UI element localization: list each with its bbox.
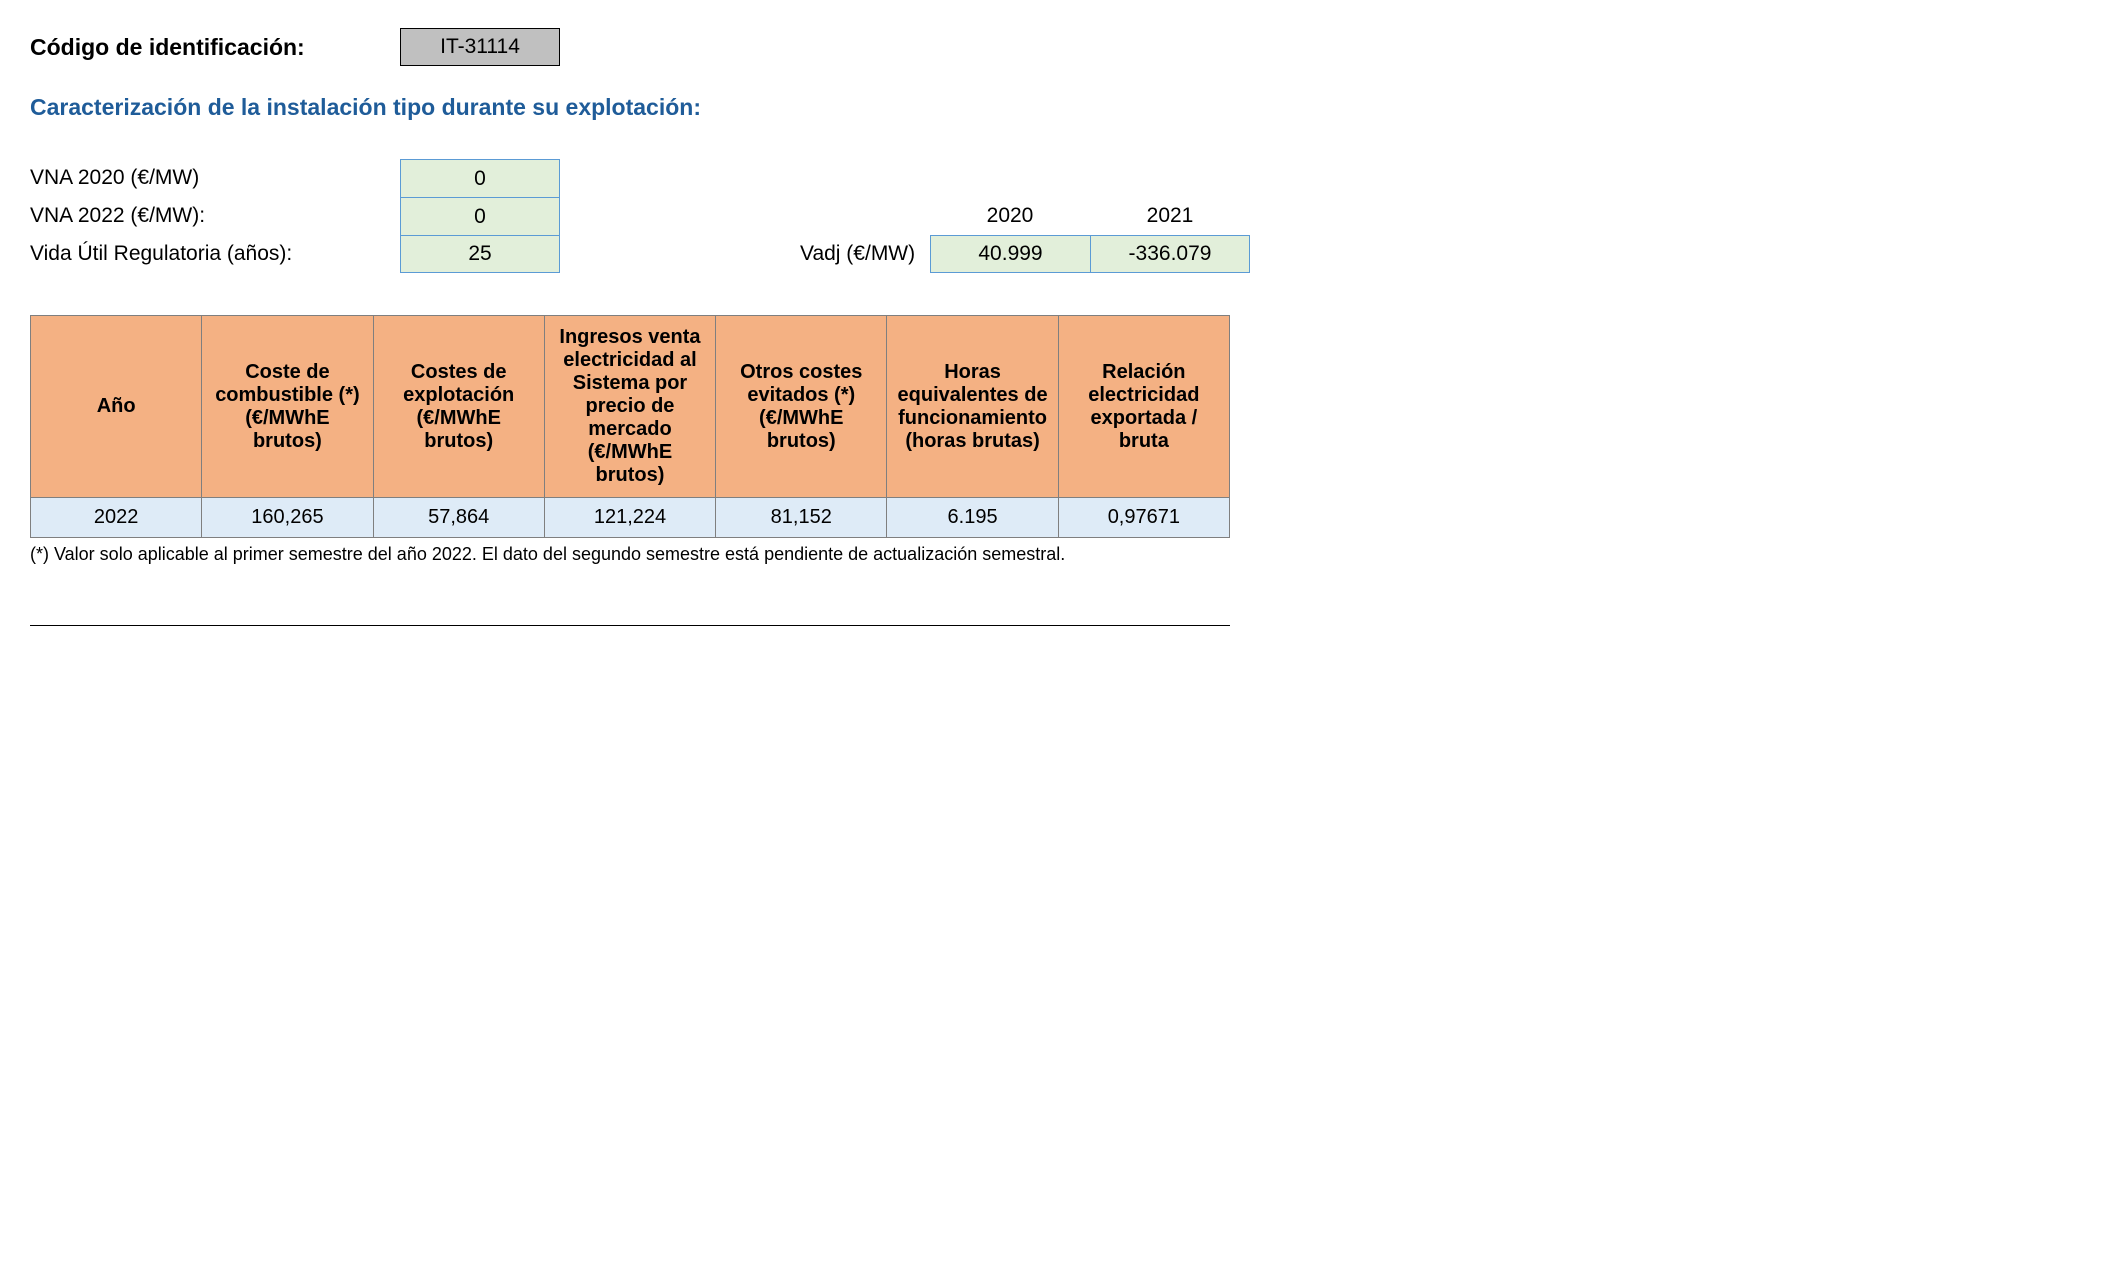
vna2022-label: VNA 2022 (€/MW): [30,204,400,228]
th-coste-combustible: Coste de combustible (*) (€/MWhE brutos) [202,316,373,498]
codigo-label: Código de identificación: [30,34,400,61]
cell-ingresos-venta: 121,224 [544,498,715,538]
vadj-val-2021: -336.079 [1090,235,1250,273]
th-otros-costes: Otros costes evitados (*) (€/MWhE brutos… [716,316,887,498]
codigo-value-box: IT-31114 [400,28,560,66]
codigo-row: Código de identificación: IT-31114 [30,28,2096,66]
vna2022-row: VNA 2022 (€/MW): 0 2020 2021 [30,197,2096,235]
section-divider [30,625,1230,626]
cell-coste-combustible: 160,265 [202,498,373,538]
cell-ano: 2022 [31,498,202,538]
th-horas-equivalentes: Horas equivalentes de funcionamiento (ho… [887,316,1058,498]
cell-otros-costes: 81,152 [716,498,887,538]
vadj-year-2020: 2020 [930,198,1090,234]
vna2022-value-box: 0 [400,197,560,235]
cell-horas-equivalentes: 6.195 [887,498,1058,538]
caracterizacion-heading: Caracterización de la instalación tipo d… [30,94,2096,121]
vna2022-value: 0 [474,205,486,229]
vida-util-value: 25 [468,242,491,266]
vadj-val-2021-text: -336.079 [1129,242,1212,266]
vadj-val-2020-text: 40.999 [978,242,1042,266]
vida-util-value-box: 25 [400,235,560,273]
vna2020-row: VNA 2020 (€/MW) 0 [30,159,2096,197]
footnote: (*) Valor solo aplicable al primer semes… [30,544,2096,565]
params-block: VNA 2020 (€/MW) 0 VNA 2022 (€/MW): 0 202… [30,159,2096,273]
vna2020-value-box: 0 [400,159,560,197]
vida-util-row: Vida Útil Regulatoria (años): 25 Vadj (€… [30,235,2096,273]
th-ingresos-venta: Ingresos venta electricidad al Sistema p… [544,316,715,498]
vadj-year-2021: 2021 [1090,198,1250,234]
table-header-row: Año Coste de combustible (*) (€/MWhE bru… [31,316,1230,498]
th-costes-explotacion: Costes de explotación (€/MWhE brutos) [373,316,544,498]
vadj-val-2020: 40.999 [930,235,1090,273]
data-table: Año Coste de combustible (*) (€/MWhE bru… [30,315,1230,538]
th-relacion-electricidad: Relación electricidad exportada / bruta [1058,316,1229,498]
th-ano: Año [31,316,202,498]
vna2020-value: 0 [474,167,486,191]
table-row: 2022 160,265 57,864 121,224 81,152 6.195… [31,498,1230,538]
vna2020-label: VNA 2020 (€/MW) [30,166,400,190]
cell-relacion-electricidad: 0,97671 [1058,498,1229,538]
vadj-label: Vadj (€/MW) [800,242,930,266]
vadj-years-container: 2020 2021 [930,198,1250,234]
cell-costes-explotacion: 57,864 [373,498,544,538]
vida-util-label: Vida Útil Regulatoria (años): [30,242,400,266]
codigo-value: IT-31114 [440,35,520,59]
